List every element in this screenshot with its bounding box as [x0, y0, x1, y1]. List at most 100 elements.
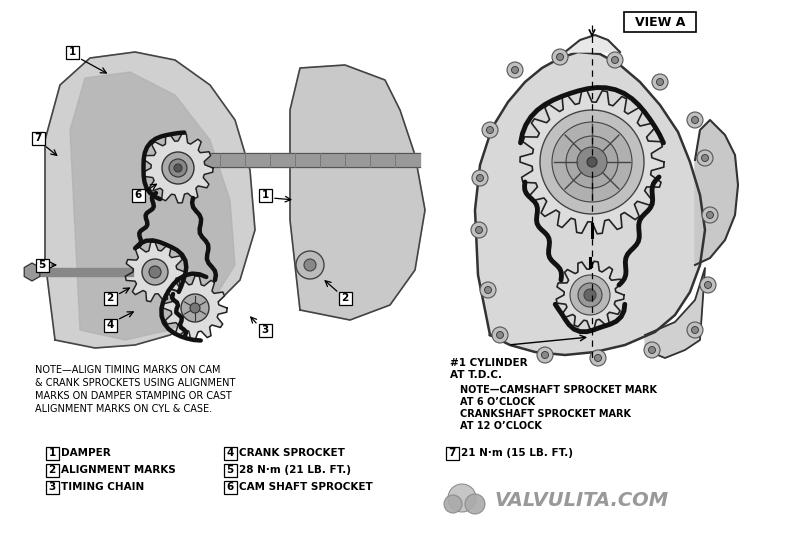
- Circle shape: [486, 127, 494, 134]
- Circle shape: [465, 494, 485, 514]
- Text: 1: 1: [262, 190, 269, 200]
- Bar: [223, 447, 237, 460]
- Text: 2: 2: [106, 293, 114, 303]
- Text: #1 CYLINDER: #1 CYLINDER: [450, 358, 528, 368]
- Circle shape: [477, 174, 483, 181]
- Text: 5: 5: [226, 465, 234, 475]
- Text: 2: 2: [48, 465, 56, 475]
- Circle shape: [705, 282, 711, 288]
- Bar: [103, 292, 117, 305]
- Circle shape: [485, 287, 491, 294]
- Bar: [46, 481, 58, 494]
- Circle shape: [540, 110, 644, 214]
- Circle shape: [174, 164, 182, 172]
- Bar: [338, 292, 351, 305]
- Text: 4: 4: [106, 320, 114, 330]
- Text: ALIGNMENT MARKS ON CYL & CASE.: ALIGNMENT MARKS ON CYL & CASE.: [35, 404, 212, 414]
- Circle shape: [706, 212, 714, 219]
- Circle shape: [552, 49, 568, 65]
- Text: CRANKSHAFT SPROCKET MARK: CRANKSHAFT SPROCKET MARK: [460, 409, 631, 419]
- Polygon shape: [695, 120, 738, 265]
- Bar: [35, 259, 49, 271]
- Circle shape: [697, 150, 713, 166]
- Bar: [66, 45, 78, 59]
- Circle shape: [511, 66, 518, 73]
- Circle shape: [162, 152, 194, 184]
- Circle shape: [577, 147, 607, 177]
- Circle shape: [444, 495, 462, 513]
- Circle shape: [475, 226, 482, 233]
- Text: VIEW A: VIEW A: [635, 15, 685, 28]
- Polygon shape: [126, 242, 185, 302]
- Bar: [131, 189, 145, 202]
- Circle shape: [181, 294, 209, 322]
- Circle shape: [702, 155, 709, 162]
- Circle shape: [594, 355, 602, 362]
- Circle shape: [304, 259, 316, 271]
- Polygon shape: [645, 268, 705, 358]
- Circle shape: [190, 303, 200, 313]
- Circle shape: [552, 122, 632, 202]
- Polygon shape: [70, 72, 235, 340]
- Polygon shape: [565, 35, 620, 52]
- Polygon shape: [45, 52, 255, 348]
- Text: AT 12 O’CLOCK: AT 12 O’CLOCK: [460, 421, 542, 431]
- Circle shape: [557, 54, 563, 60]
- Circle shape: [149, 266, 161, 278]
- Circle shape: [691, 327, 698, 334]
- Polygon shape: [475, 52, 705, 355]
- Text: MARKS ON DAMPER STAMPING OR CAST: MARKS ON DAMPER STAMPING OR CAST: [35, 391, 232, 401]
- Circle shape: [492, 327, 508, 343]
- Polygon shape: [556, 261, 624, 329]
- Circle shape: [687, 112, 703, 128]
- Circle shape: [142, 259, 168, 285]
- Circle shape: [482, 122, 498, 138]
- Circle shape: [471, 222, 487, 238]
- Circle shape: [611, 56, 618, 64]
- Circle shape: [537, 347, 553, 363]
- Bar: [223, 464, 237, 477]
- Circle shape: [587, 157, 597, 167]
- Polygon shape: [520, 90, 664, 234]
- Circle shape: [607, 52, 623, 68]
- Text: NOTE—CAMSHAFT SPROCKET MARK: NOTE—CAMSHAFT SPROCKET MARK: [460, 385, 657, 395]
- Text: 3: 3: [48, 482, 56, 492]
- Text: 7: 7: [34, 133, 42, 143]
- Bar: [103, 318, 117, 332]
- Text: NOTE—ALIGN TIMING MARKS ON CAM: NOTE—ALIGN TIMING MARKS ON CAM: [35, 365, 221, 375]
- Circle shape: [702, 207, 718, 223]
- Circle shape: [700, 277, 716, 293]
- Bar: [258, 189, 271, 202]
- Circle shape: [497, 332, 503, 339]
- Text: 6: 6: [134, 190, 142, 200]
- Text: & CRANK SPROCKETS USING ALIGNMENT: & CRANK SPROCKETS USING ALIGNMENT: [35, 378, 235, 388]
- Circle shape: [472, 170, 488, 186]
- Polygon shape: [290, 65, 425, 320]
- Circle shape: [649, 346, 655, 353]
- Text: 21 N·m (15 LB. FT.): 21 N·m (15 LB. FT.): [461, 448, 573, 458]
- Bar: [46, 447, 58, 460]
- Text: 1: 1: [68, 47, 76, 57]
- Bar: [446, 447, 458, 460]
- Bar: [624, 12, 696, 32]
- Text: VALVULITA.COM: VALVULITA.COM: [495, 492, 669, 511]
- Text: DAMPER: DAMPER: [61, 448, 110, 458]
- Text: AT T.D.C.: AT T.D.C.: [450, 370, 502, 380]
- Text: 5: 5: [38, 260, 46, 270]
- Polygon shape: [24, 263, 40, 281]
- Circle shape: [542, 351, 549, 358]
- Text: ALIGNMENT MARKS: ALIGNMENT MARKS: [61, 465, 176, 475]
- Bar: [46, 464, 58, 477]
- Text: CRANK SPROCKET: CRANK SPROCKET: [239, 448, 345, 458]
- Circle shape: [691, 117, 698, 123]
- Circle shape: [657, 78, 663, 85]
- Bar: [31, 132, 45, 145]
- Circle shape: [296, 251, 324, 279]
- Circle shape: [644, 342, 660, 358]
- Circle shape: [169, 159, 187, 177]
- Text: 7: 7: [448, 448, 456, 458]
- Circle shape: [507, 62, 523, 78]
- Text: 1: 1: [48, 448, 56, 458]
- Bar: [258, 323, 271, 336]
- Text: CAM SHAFT SPROCKET: CAM SHAFT SPROCKET: [239, 482, 373, 492]
